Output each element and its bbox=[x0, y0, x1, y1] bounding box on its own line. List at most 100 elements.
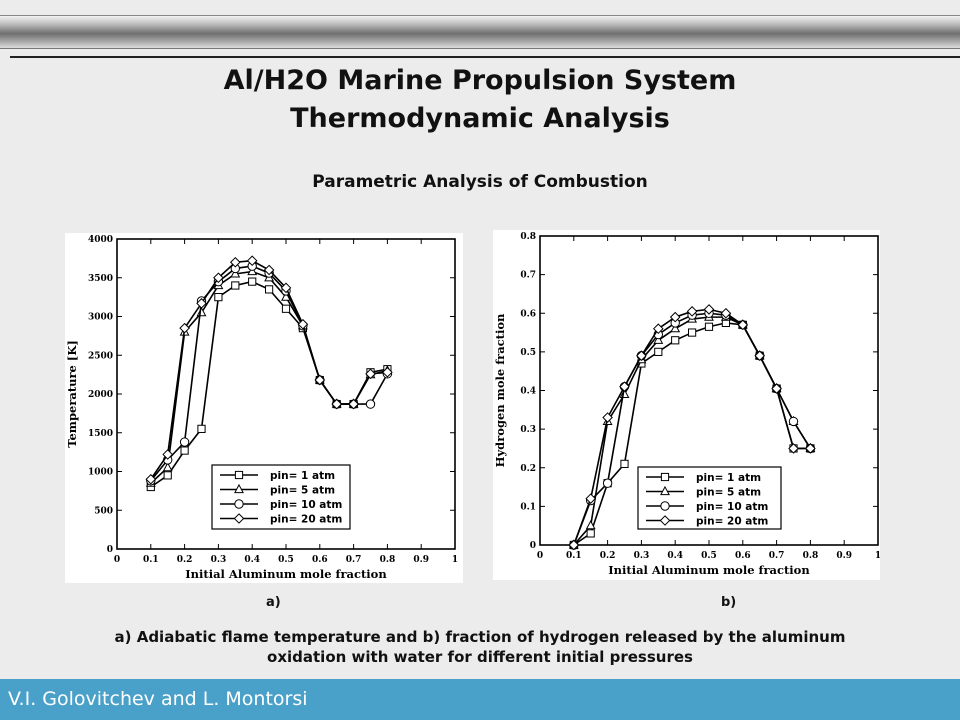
header-bar bbox=[0, 15, 960, 49]
data-point-diamond bbox=[636, 350, 647, 362]
x-axis-label: Initial Aluminum mole fraction bbox=[608, 563, 810, 577]
legend-marker-diamond bbox=[659, 515, 671, 526]
y-axis-label: Temperature [K] bbox=[65, 340, 79, 448]
data-point-diamond bbox=[805, 443, 816, 454]
y-tick-label: 0 bbox=[107, 545, 113, 555]
legend-marker-square bbox=[660, 472, 670, 482]
x-tick-label: 0.6 bbox=[735, 551, 751, 561]
legend-marker-triangle bbox=[234, 483, 244, 494]
panel-label-b: b) bbox=[721, 595, 737, 610]
data-point-diamond bbox=[703, 304, 715, 315]
x-tick-label: 0.2 bbox=[177, 555, 193, 565]
x-tick-label: 0.2 bbox=[600, 551, 616, 561]
data-point-triangle bbox=[653, 334, 664, 344]
data-point-diamond bbox=[669, 311, 681, 323]
data-point-square bbox=[281, 304, 291, 313]
series-line-1 bbox=[150, 280, 388, 488]
y-tick-label: 0.4 bbox=[520, 387, 536, 397]
data-point-diamond bbox=[246, 255, 258, 267]
y-tick-label: 0.1 bbox=[520, 502, 536, 512]
x-tick-label: 0.3 bbox=[634, 551, 650, 561]
data-point-square bbox=[265, 285, 274, 294]
x-tick-label: 0.4 bbox=[244, 555, 260, 565]
data-point-triangle bbox=[670, 323, 681, 333]
y-tick-label: 0.8 bbox=[520, 232, 536, 242]
y-tick-label: 0.2 bbox=[520, 464, 536, 474]
y-tick-label: 2000 bbox=[88, 390, 113, 400]
data-point-diamond bbox=[145, 473, 157, 485]
data-point-diamond bbox=[568, 539, 580, 551]
data-point-circle bbox=[788, 416, 799, 427]
legend-label: pin= 20 atm bbox=[696, 516, 768, 528]
data-point-diamond bbox=[602, 412, 613, 423]
data-point-diamond bbox=[365, 368, 376, 380]
data-point-square bbox=[214, 293, 223, 302]
legend-marker-diamond bbox=[233, 513, 245, 524]
legend-marker-square bbox=[234, 470, 244, 480]
legend-label: pin= 1 atm bbox=[270, 470, 335, 482]
legend-label: pin= 1 atm bbox=[696, 472, 761, 484]
chart-panel-a: 0 0.1 0.2 0.3 0.4 0.5 0.6 0.7 0.8 0.9 1 0 500 1000 150… bbox=[65, 233, 463, 583]
legend-marker-circle bbox=[234, 499, 244, 509]
temperature-chart: 0 0.1 0.2 0.3 0.4 0.5 0.6 0.7 0.8 0.9 1 0 500 1000 150… bbox=[65, 235, 458, 581]
data-point-diamond bbox=[348, 398, 359, 410]
y-tick-label: 0 bbox=[530, 541, 536, 551]
data-point-square bbox=[231, 281, 240, 290]
data-point-square bbox=[671, 336, 680, 345]
data-point-square bbox=[654, 347, 663, 356]
data-point-circle bbox=[365, 399, 376, 409]
legend-marker-triangle bbox=[660, 485, 670, 496]
caption-line1: a) Adiabatic flame temperature and b) fr… bbox=[114, 628, 846, 646]
data-point-diamond bbox=[652, 323, 664, 335]
x-tick-label: 0.5 bbox=[278, 555, 294, 565]
data-point-diamond bbox=[263, 264, 275, 276]
data-point-square bbox=[163, 471, 172, 480]
data-point-diamond bbox=[162, 449, 174, 460]
data-point-diamond bbox=[771, 383, 782, 394]
y-tick-label: 0.7 bbox=[520, 271, 536, 281]
legend-marker-circle bbox=[660, 501, 670, 511]
slide-title-line2: Thermodynamic Analysis bbox=[290, 103, 670, 134]
x-tick-label: 0.8 bbox=[803, 551, 819, 561]
data-point-triangle bbox=[162, 461, 173, 472]
slide-title-line1: Al/H2O Marine Propulsion System bbox=[223, 65, 737, 96]
data-point-diamond bbox=[331, 398, 343, 410]
slide-subtitle: Parametric Analysis of Combustion bbox=[312, 172, 648, 192]
data-point-square bbox=[248, 277, 257, 286]
data-point-diamond bbox=[686, 306, 698, 317]
header-rule bbox=[10, 56, 960, 58]
legend-label: pin= 10 atm bbox=[696, 501, 768, 513]
series-line-4 bbox=[150, 259, 388, 480]
legend-label: pin= 10 atm bbox=[270, 499, 342, 511]
data-point-diamond bbox=[754, 350, 766, 362]
data-point-square bbox=[586, 529, 595, 538]
data-point-circle bbox=[602, 478, 613, 488]
x-tick-label: 0.9 bbox=[836, 551, 852, 561]
data-point-diamond bbox=[737, 319, 749, 331]
data-point-diamond bbox=[196, 298, 207, 309]
legend-label: pin= 20 atm bbox=[270, 514, 342, 526]
x-tick-label: 0.7 bbox=[769, 551, 785, 561]
data-point-square bbox=[180, 446, 189, 455]
data-point-square bbox=[704, 322, 714, 331]
data-point-diamond bbox=[619, 381, 630, 392]
y-tick-label: 1500 bbox=[88, 429, 113, 439]
data-point-diamond bbox=[179, 322, 190, 334]
x-tick-label: 0.5 bbox=[701, 551, 717, 561]
data-point-diamond bbox=[585, 493, 597, 504]
x-tick-label: 1 bbox=[875, 551, 880, 561]
data-point-diamond bbox=[382, 366, 393, 378]
y-tick-label: 500 bbox=[94, 506, 113, 516]
y-tick-label: 3000 bbox=[88, 313, 113, 323]
y-tick-label: 3500 bbox=[88, 274, 113, 284]
caption-line2: oxidation with water for different initi… bbox=[267, 648, 693, 666]
footer-bar bbox=[0, 679, 960, 720]
data-point-circle bbox=[179, 437, 190, 447]
x-tick-label: 0.8 bbox=[380, 555, 396, 565]
legend-label: pin= 5 atm bbox=[696, 487, 761, 499]
x-tick-label: 0.1 bbox=[566, 551, 582, 561]
data-point-square bbox=[197, 424, 206, 433]
panel-label-a: a) bbox=[266, 595, 281, 610]
x-tick-label: 0.3 bbox=[211, 555, 227, 565]
y-tick-label: 0.5 bbox=[520, 348, 536, 358]
